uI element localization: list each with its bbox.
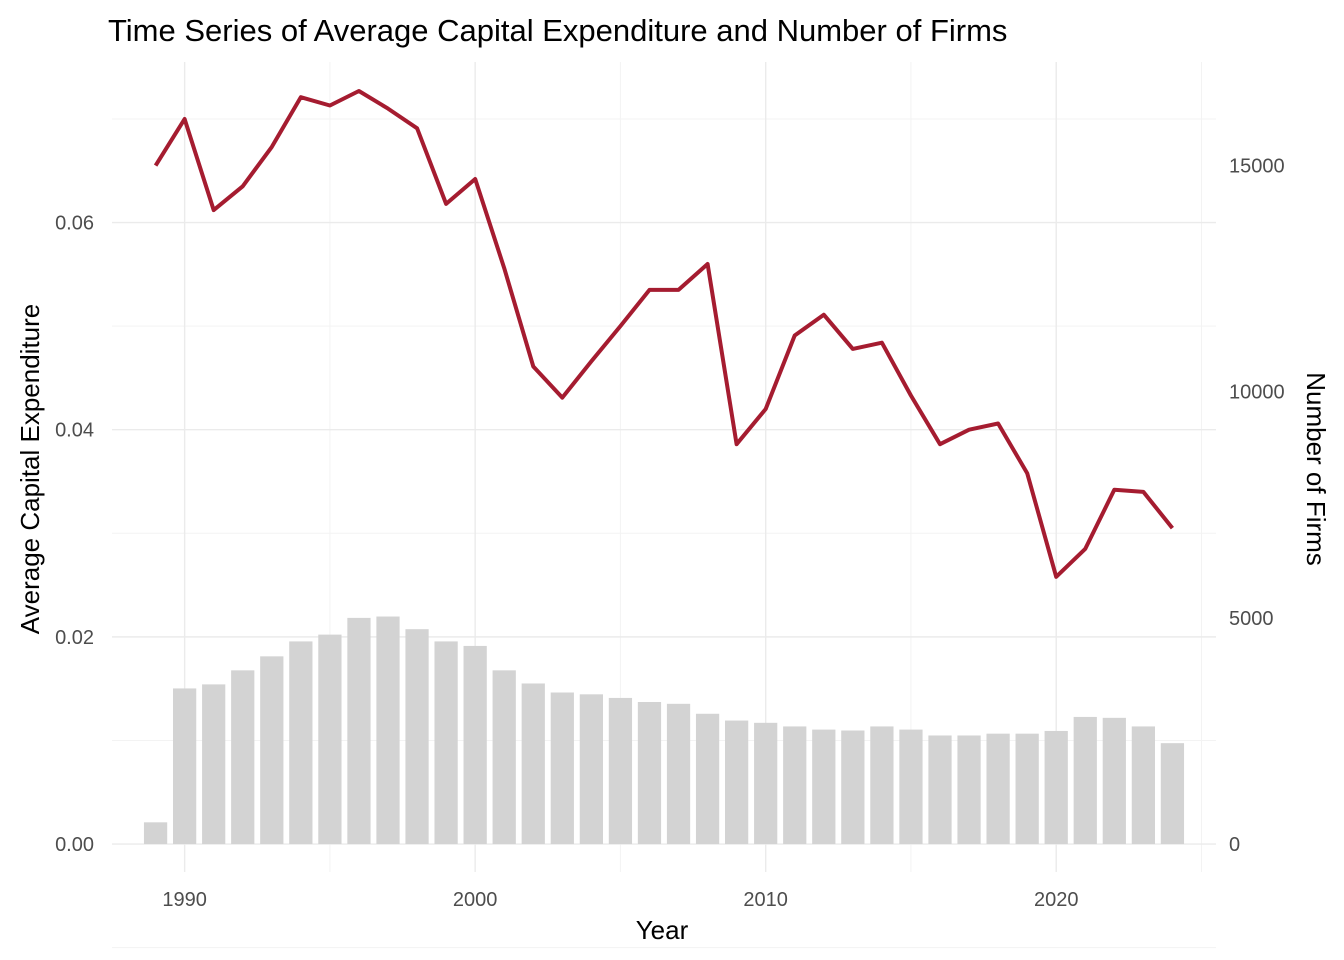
firm-count-bar <box>1044 730 1068 845</box>
firm-count-bar <box>812 729 836 845</box>
firm-count-bar <box>550 692 574 845</box>
firm-count-bar <box>289 641 313 845</box>
y-tick-label: 0.06 <box>55 213 94 235</box>
firm-count-bars <box>143 616 1185 845</box>
firm-count-bar <box>1160 743 1185 845</box>
y2-tick-label: 10000 <box>1229 382 1285 404</box>
x-axis-title: Year <box>636 915 689 945</box>
firm-count-bar <box>666 703 691 845</box>
firm-count-bar <box>376 616 400 845</box>
y-tick-label: 0.00 <box>55 834 94 856</box>
firm-count-bar <box>1073 716 1097 845</box>
firm-count-bar <box>957 735 981 845</box>
y-tick-label: 0.02 <box>55 627 94 649</box>
firm-count-bar <box>986 733 1010 845</box>
firm-count-bar <box>899 729 923 845</box>
y2-tick-label: 15000 <box>1229 156 1285 178</box>
firm-count-bar <box>434 641 458 845</box>
firm-count-bar <box>492 670 516 845</box>
y-tick-label: 0.04 <box>55 420 94 442</box>
firm-count-bar <box>521 683 545 845</box>
firm-count-bar <box>870 726 894 845</box>
capex-series-line <box>153 89 1174 579</box>
firm-count-bar <box>1015 733 1039 845</box>
firm-count-bar <box>143 822 168 845</box>
x-axis-ticks: 1990 2000 2010 2020 <box>162 889 1078 911</box>
firm-count-bar <box>347 617 371 845</box>
y-axis-ticks: 0.00 0.02 0.04 0.06 <box>55 213 94 856</box>
firm-count-bar <box>173 688 197 845</box>
firm-count-bar <box>1102 717 1126 845</box>
firm-count-bar <box>463 645 487 845</box>
firm-count-bar <box>695 713 720 845</box>
firm-count-bar <box>231 670 255 845</box>
firm-count-bar <box>405 629 429 845</box>
y2-axis-ticks: 0 5000 10000 15000 <box>1229 156 1285 856</box>
y2-tick-label: 5000 <box>1229 608 1274 630</box>
x-tick-label: 1990 <box>162 889 207 911</box>
firm-count-bar <box>318 634 342 845</box>
firm-count-bar <box>579 694 603 845</box>
y-axis-title: Average Capital Expenditure <box>15 304 45 635</box>
y2-axis-title: Number of Firms <box>1301 372 1331 566</box>
x-tick-label: 2020 <box>1034 889 1079 911</box>
firm-count-bar <box>608 697 633 845</box>
x-tick-label: 2000 <box>453 889 498 911</box>
x-tick-label: 2010 <box>743 889 788 911</box>
y2-tick-label: 0 <box>1229 834 1240 856</box>
firm-count-bar <box>202 684 226 845</box>
firm-count-bar <box>260 656 284 845</box>
firm-count-bar <box>841 730 865 845</box>
firm-count-bar <box>1131 726 1155 845</box>
firm-count-bar <box>754 722 778 845</box>
firm-count-bar <box>783 726 807 845</box>
firm-count-bar <box>928 735 952 845</box>
firm-count-bar <box>725 720 749 845</box>
chart-title: Time Series of Average Capital Expenditu… <box>108 13 1007 48</box>
firm-count-bar <box>637 702 662 845</box>
